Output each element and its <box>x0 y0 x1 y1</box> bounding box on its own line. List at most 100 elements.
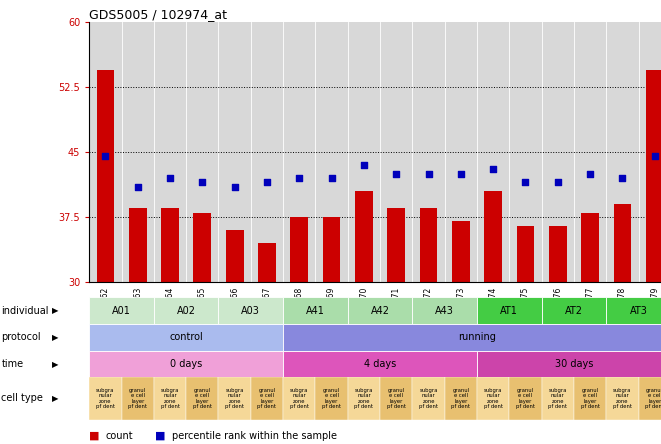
Text: granul
e cell
layer
pf dent: granul e cell layer pf dent <box>193 388 212 409</box>
Point <box>262 179 272 186</box>
Text: A02: A02 <box>176 306 196 316</box>
Text: granul
e cell
layer
pf dent: granul e cell layer pf dent <box>645 388 661 409</box>
Bar <box>639 377 661 420</box>
Point <box>165 174 175 182</box>
Bar <box>283 351 477 377</box>
Bar <box>485 191 502 282</box>
Bar <box>122 377 154 420</box>
Bar <box>606 377 639 420</box>
Text: subgra
nular
zone
pf dent: subgra nular zone pf dent <box>161 388 180 409</box>
Point <box>294 174 305 182</box>
Bar <box>226 230 243 282</box>
Text: protocol: protocol <box>1 333 41 342</box>
Bar <box>452 222 470 282</box>
Text: granul
e cell
layer
pf dent: granul e cell layer pf dent <box>451 388 471 409</box>
Text: granul
e cell
layer
pf dent: granul e cell layer pf dent <box>580 388 600 409</box>
Bar <box>477 377 510 420</box>
Bar <box>89 324 283 351</box>
Text: granul
e cell
layer
pf dent: granul e cell layer pf dent <box>258 388 276 409</box>
Point <box>520 179 531 186</box>
Bar <box>445 377 477 420</box>
Bar <box>283 297 348 324</box>
Bar <box>219 297 283 324</box>
Text: ▶: ▶ <box>52 306 58 315</box>
Text: control: control <box>169 333 203 342</box>
Text: AT1: AT1 <box>500 306 518 316</box>
Text: ▶: ▶ <box>52 394 58 403</box>
Text: GDS5005 / 102974_at: GDS5005 / 102974_at <box>89 8 227 21</box>
Text: subgra
nular
zone
pf dent: subgra nular zone pf dent <box>484 388 502 409</box>
Text: subgra
nular
zone
pf dent: subgra nular zone pf dent <box>549 388 567 409</box>
Bar <box>387 208 405 282</box>
Text: ■: ■ <box>89 431 100 441</box>
Text: subgra
nular
zone
pf dent: subgra nular zone pf dent <box>419 388 438 409</box>
Bar <box>646 70 661 282</box>
Text: individual: individual <box>1 306 49 316</box>
Bar <box>283 377 315 420</box>
Point <box>553 179 563 186</box>
Bar <box>323 217 340 282</box>
Bar <box>380 377 412 420</box>
Point <box>585 170 596 177</box>
Bar <box>154 377 186 420</box>
Text: A01: A01 <box>112 306 131 316</box>
Bar <box>258 243 276 282</box>
Bar <box>97 70 114 282</box>
Text: subgra
nular
zone
pf dent: subgra nular zone pf dent <box>354 388 373 409</box>
Text: A03: A03 <box>241 306 260 316</box>
Text: ▶: ▶ <box>52 360 58 369</box>
Bar <box>606 297 661 324</box>
Text: percentile rank within the sample: percentile rank within the sample <box>172 431 337 441</box>
Bar <box>348 297 412 324</box>
Point <box>132 183 143 190</box>
Text: subgra
nular
zone
pf dent: subgra nular zone pf dent <box>96 388 115 409</box>
Text: count: count <box>106 431 134 441</box>
Bar <box>613 204 631 282</box>
Text: subgra
nular
zone
pf dent: subgra nular zone pf dent <box>613 388 632 409</box>
Bar <box>315 377 348 420</box>
Text: time: time <box>1 359 23 369</box>
Bar <box>510 377 541 420</box>
Point <box>650 153 660 160</box>
Bar <box>541 377 574 420</box>
Bar <box>89 351 283 377</box>
Text: AT2: AT2 <box>565 306 583 316</box>
Bar <box>348 377 380 420</box>
Text: ▶: ▶ <box>52 333 58 342</box>
Bar <box>283 324 661 351</box>
Bar <box>477 297 541 324</box>
Point <box>617 174 628 182</box>
Text: AT3: AT3 <box>630 306 648 316</box>
Bar <box>412 377 445 420</box>
Point <box>391 170 401 177</box>
Bar <box>477 351 661 377</box>
Bar <box>581 213 599 282</box>
Text: A42: A42 <box>371 306 389 316</box>
Text: ■: ■ <box>155 431 166 441</box>
Text: granul
e cell
layer
pf dent: granul e cell layer pf dent <box>322 388 341 409</box>
Text: subgra
nular
zone
pf dent: subgra nular zone pf dent <box>290 388 309 409</box>
Point <box>100 153 110 160</box>
Point <box>455 170 466 177</box>
Bar <box>154 297 219 324</box>
Bar <box>574 377 606 420</box>
Bar <box>129 208 147 282</box>
Text: 4 days: 4 days <box>364 359 396 369</box>
Bar <box>186 377 219 420</box>
Text: subgra
nular
zone
pf dent: subgra nular zone pf dent <box>225 388 244 409</box>
Bar <box>219 377 251 420</box>
Point <box>359 162 369 169</box>
Bar <box>89 297 154 324</box>
Text: 0 days: 0 days <box>170 359 202 369</box>
Bar <box>549 226 566 282</box>
Point <box>229 183 240 190</box>
Text: granul
e cell
layer
pf dent: granul e cell layer pf dent <box>387 388 406 409</box>
Bar <box>420 208 438 282</box>
Bar <box>161 208 179 282</box>
Text: cell type: cell type <box>1 393 43 404</box>
Bar <box>412 297 477 324</box>
Text: 30 days: 30 days <box>555 359 593 369</box>
Text: running: running <box>458 333 496 342</box>
Text: granul
e cell
layer
pf dent: granul e cell layer pf dent <box>128 388 147 409</box>
Bar <box>251 377 283 420</box>
